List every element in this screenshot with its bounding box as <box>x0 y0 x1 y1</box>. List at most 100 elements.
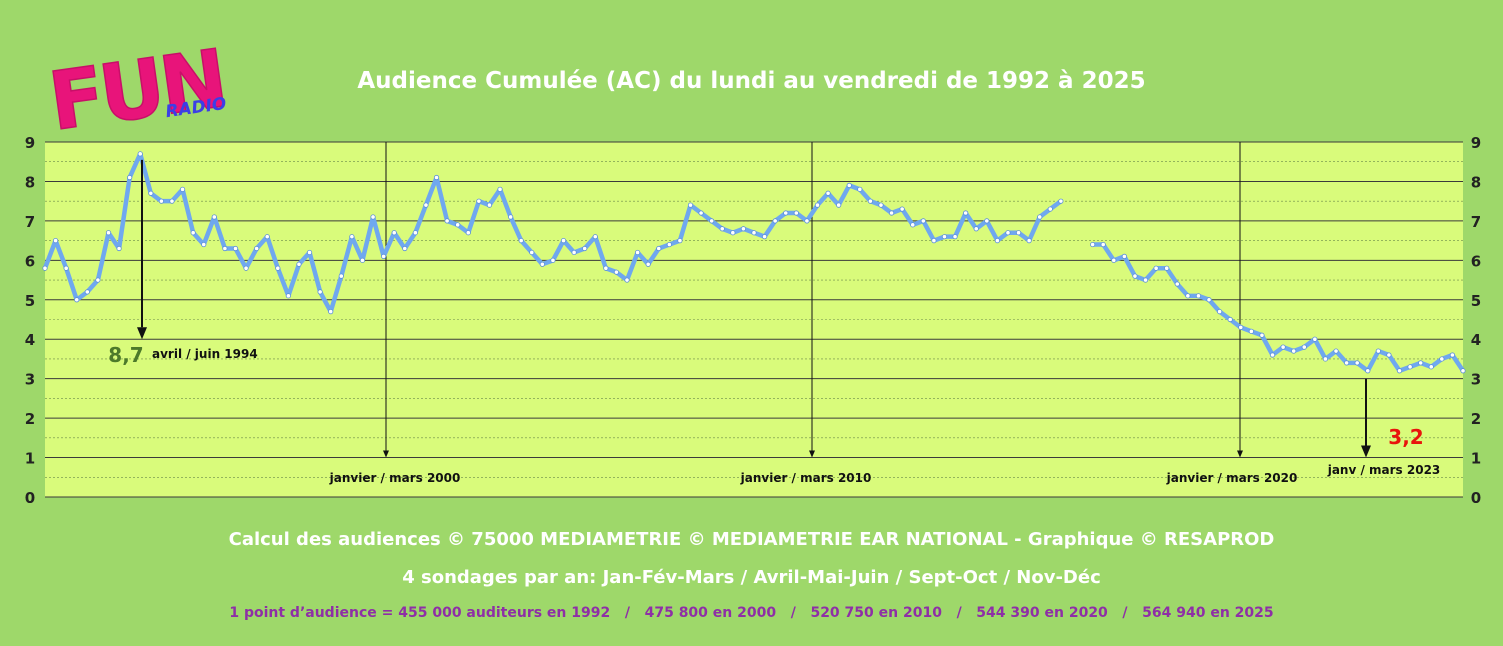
data-point <box>1090 241 1096 248</box>
period-marker-arrow <box>1237 450 1243 458</box>
chart-title: Audience Cumulée (AC) du lundi au vendre… <box>357 68 1146 94</box>
data-point <box>95 277 101 283</box>
data-point <box>804 218 810 224</box>
data-point <box>1407 364 1413 370</box>
data-point <box>1248 328 1254 334</box>
data-point <box>582 245 588 252</box>
data-point <box>1375 348 1381 354</box>
period-marker-label: janvier / mars 2000 <box>329 471 461 485</box>
period-marker-label: janvier / mars 2020 <box>1166 471 1298 485</box>
data-point <box>920 218 926 224</box>
max-arrow-head <box>137 327 147 340</box>
data-point <box>1312 336 1318 342</box>
data-point <box>1037 214 1043 220</box>
data-point <box>836 202 842 208</box>
data-point <box>243 265 249 271</box>
data-point <box>52 238 59 244</box>
data-point <box>941 234 948 240</box>
data-point <box>423 202 429 208</box>
y-tick-label: 7 <box>1471 213 1481 231</box>
annotations: 8,7 avril / juin 1994 3,2 janv / mars 2023 <box>108 159 1441 477</box>
y-tick-label: 6 <box>25 252 35 270</box>
data-point <box>677 238 683 244</box>
data-point <box>391 230 397 236</box>
data-point <box>1100 241 1106 248</box>
data-point <box>105 230 112 236</box>
y-tick-label: 7 <box>25 213 35 231</box>
data-point <box>571 249 577 256</box>
data-point <box>698 210 704 216</box>
y-tick-label: 8 <box>1471 173 1481 191</box>
y-tick-label: 2 <box>25 410 35 428</box>
data-point <box>1132 273 1138 279</box>
data-point <box>592 234 598 240</box>
data-point <box>772 218 778 224</box>
data-point <box>497 186 503 192</box>
period-marker-arrow <box>383 450 389 458</box>
data-point <box>1269 352 1276 358</box>
data-point <box>455 222 461 228</box>
data-point <box>1026 238 1032 244</box>
data-point <box>1047 206 1053 212</box>
footer-surveys: 4 sondages par an: Jan-Fév-Mars / Avril-… <box>402 567 1101 588</box>
y-tick-label: 9 <box>25 134 35 152</box>
data-point <box>666 241 672 248</box>
period-markers: janvier / mars 2000 janvier / mars 2010 ja… <box>329 142 1298 485</box>
data-point <box>1111 257 1117 263</box>
data-point <box>1365 368 1371 374</box>
data-point <box>825 190 831 196</box>
data-point <box>1238 324 1244 330</box>
data-point <box>285 293 291 299</box>
data-point <box>910 222 916 228</box>
data-point <box>624 277 630 283</box>
data-point <box>1343 360 1350 366</box>
data-point <box>1439 356 1445 362</box>
data-point <box>783 210 789 216</box>
min-date-label: janv / mars 2023 <box>1327 463 1441 477</box>
y-tick-label: 5 <box>25 292 35 310</box>
data-point <box>1206 297 1212 303</box>
y-tick-label: 1 <box>1471 450 1481 468</box>
data-point <box>888 210 895 216</box>
y-tick-label: 0 <box>25 489 35 507</box>
data-point <box>867 198 874 204</box>
data-point <box>730 230 736 236</box>
data-point <box>1153 265 1159 271</box>
data-point <box>306 249 313 256</box>
data-point <box>42 265 48 271</box>
y-tick-label: 4 <box>25 331 35 349</box>
data-point <box>751 230 757 236</box>
data-point <box>296 261 302 267</box>
data-point <box>603 265 609 271</box>
data-point <box>349 234 355 240</box>
data-point <box>1142 277 1149 283</box>
y-tick-label: 5 <box>1471 292 1481 310</box>
data-point <box>1333 348 1339 354</box>
data-point <box>1174 281 1180 287</box>
data-point <box>973 226 979 232</box>
data-point <box>645 261 651 267</box>
data-point <box>613 269 620 275</box>
data-point <box>793 210 799 216</box>
min-value-label: 3,2 <box>1388 425 1423 449</box>
data-point <box>814 202 821 208</box>
data-point <box>359 257 366 263</box>
data-point <box>211 214 217 220</box>
min-arrow-head <box>1361 445 1371 458</box>
data-point <box>169 198 175 204</box>
data-point <box>1195 293 1202 299</box>
data-point <box>148 190 154 196</box>
data-point <box>878 202 884 208</box>
y-tick-label: 0 <box>1471 489 1481 507</box>
data-point <box>338 273 344 279</box>
data-point <box>1354 360 1360 366</box>
y-axis-left: 0 1 2 3 4 5 6 7 8 9 <box>25 134 35 507</box>
data-point <box>1164 265 1170 271</box>
data-point <box>317 289 323 295</box>
data-point <box>1217 309 1223 315</box>
y-tick-label: 2 <box>1471 410 1481 428</box>
footer-credits: Calcul des audiences © 75000 MEDIAMETRIE… <box>228 529 1275 550</box>
period-marker-arrow <box>809 450 815 458</box>
y-tick-label: 1 <box>25 450 35 468</box>
